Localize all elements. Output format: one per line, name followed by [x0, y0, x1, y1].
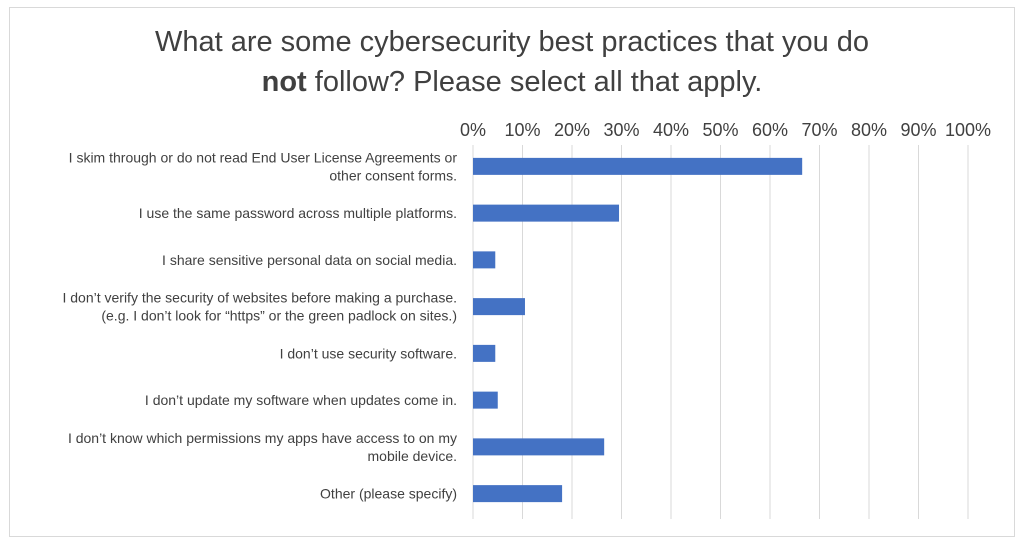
- bar: [473, 485, 563, 503]
- x-tick-label: 20%: [554, 120, 590, 140]
- category-label: I skim through or do not read End User L…: [69, 149, 458, 165]
- category-label: I use the same password across multiple …: [139, 205, 457, 221]
- chart-title: What are some cybersecurity best practic…: [0, 22, 1024, 102]
- category-label: I share sensitive personal data on socia…: [162, 252, 457, 268]
- category-label: other consent forms.: [329, 167, 457, 183]
- bar: [473, 298, 525, 316]
- category-label: Other (please specify): [320, 486, 457, 502]
- category-label: mobile device.: [368, 448, 458, 464]
- x-tick-label: 90%: [900, 120, 936, 140]
- category-label: I don’t update my software when updates …: [145, 392, 457, 408]
- title-line-1: What are some cybersecurity best practic…: [154, 26, 870, 58]
- x-tick-label: 60%: [752, 120, 788, 140]
- x-tick-label: 40%: [653, 120, 689, 140]
- bar: [473, 438, 605, 456]
- bar: [473, 157, 803, 175]
- title-line-2-rest: follow? Please select all that apply.: [306, 66, 763, 98]
- x-tick-label: 10%: [504, 120, 540, 140]
- x-tick-label: 0%: [460, 120, 486, 140]
- bar: [473, 391, 498, 409]
- x-tick-label: 70%: [801, 120, 837, 140]
- title-emphasis: not: [261, 66, 307, 98]
- bar: [473, 344, 496, 362]
- x-tick-label: 50%: [702, 120, 738, 140]
- x-tick-label: 100%: [945, 120, 991, 140]
- category-label: I don’t verify the security of websites …: [62, 290, 457, 306]
- category-label: I don’t use security software.: [280, 345, 457, 361]
- category-label: I don’t know which permissions my apps h…: [68, 430, 457, 446]
- x-tick-label: 80%: [851, 120, 887, 140]
- bar: [473, 251, 496, 269]
- title-line-2: not follow? Please select all that apply…: [0, 62, 1024, 102]
- category-label: (e.g. I don’t look for “https” or the gr…: [101, 308, 457, 324]
- x-tick-label: 30%: [603, 120, 639, 140]
- bar: [473, 204, 620, 222]
